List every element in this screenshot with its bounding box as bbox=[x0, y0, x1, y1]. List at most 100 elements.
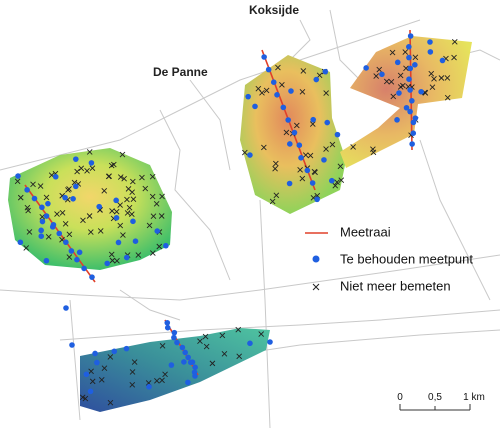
removed-point bbox=[43, 194, 50, 201]
kept-point bbox=[146, 383, 152, 390]
removed-point bbox=[17, 194, 24, 201]
legend-dot bbox=[312, 255, 320, 263]
removed-point bbox=[323, 146, 329, 152]
removed-point bbox=[129, 189, 135, 196]
removed-point bbox=[323, 90, 329, 96]
removed-point bbox=[129, 381, 136, 388]
removed-point bbox=[258, 331, 265, 337]
removed-point bbox=[263, 87, 270, 94]
kept-point bbox=[406, 44, 412, 50]
kept-point bbox=[291, 129, 298, 136]
kept-point bbox=[81, 265, 87, 272]
removed-point bbox=[54, 211, 60, 217]
removed-point bbox=[126, 204, 133, 211]
kept-point bbox=[123, 254, 130, 261]
removed-point bbox=[376, 66, 383, 73]
removed-point bbox=[23, 245, 30, 251]
scale-bar: 0 0,5 1 km bbox=[397, 392, 485, 411]
kept-point bbox=[96, 203, 103, 210]
removed-point bbox=[275, 64, 281, 71]
kept-point bbox=[304, 167, 311, 174]
removed-point bbox=[261, 144, 267, 151]
removed-point bbox=[397, 72, 404, 79]
kept-point bbox=[73, 156, 79, 162]
kept-point bbox=[310, 116, 317, 123]
removed-point bbox=[383, 78, 390, 85]
kept-point bbox=[287, 141, 293, 147]
removed-point bbox=[283, 129, 290, 136]
removed-point bbox=[110, 161, 117, 168]
kept-point bbox=[87, 388, 94, 395]
kept-point bbox=[410, 130, 417, 136]
kept-point bbox=[185, 354, 191, 361]
removed-point bbox=[444, 75, 451, 81]
kept-point bbox=[43, 213, 50, 219]
kept-point bbox=[39, 204, 45, 211]
kept-point bbox=[130, 218, 136, 225]
removed-point bbox=[124, 196, 130, 203]
kept-point bbox=[410, 119, 417, 126]
kept-point bbox=[94, 359, 100, 366]
kept-point bbox=[89, 274, 95, 280]
zone-east bbox=[340, 36, 472, 168]
removed-point bbox=[158, 213, 165, 219]
removed-point bbox=[451, 54, 457, 61]
removed-point bbox=[142, 185, 149, 192]
kept-point bbox=[115, 239, 122, 246]
kept-point bbox=[418, 88, 424, 95]
kept-point bbox=[123, 345, 130, 352]
removed-point bbox=[97, 228, 104, 234]
kept-point bbox=[309, 180, 316, 186]
kept-point bbox=[38, 227, 44, 234]
kept-point bbox=[394, 117, 400, 123]
kept-point bbox=[68, 248, 75, 254]
kept-point bbox=[45, 200, 51, 207]
removed-point bbox=[300, 68, 307, 74]
kept-point bbox=[164, 324, 171, 331]
removed-point bbox=[149, 173, 156, 180]
place-label: De Panne bbox=[153, 65, 208, 79]
kept-point bbox=[427, 39, 433, 45]
kept-point bbox=[187, 359, 194, 366]
removed-point bbox=[302, 152, 309, 158]
removed-point bbox=[119, 151, 126, 158]
removed-point bbox=[149, 193, 156, 200]
kept-point bbox=[92, 350, 98, 357]
removed-point bbox=[297, 166, 303, 173]
removed-point bbox=[121, 175, 127, 182]
kept-point bbox=[394, 59, 401, 66]
kept-point bbox=[56, 230, 63, 237]
removed-point bbox=[219, 332, 226, 339]
kept-point bbox=[406, 76, 412, 82]
kept-point bbox=[39, 218, 46, 225]
removed-point bbox=[62, 221, 69, 227]
kept-point bbox=[17, 239, 24, 246]
removed-point bbox=[159, 193, 165, 200]
removed-point bbox=[236, 353, 243, 360]
removed-point bbox=[108, 251, 115, 258]
kept-point bbox=[52, 173, 59, 180]
kept-point bbox=[363, 65, 369, 71]
removed-point bbox=[429, 84, 436, 91]
removed-point bbox=[66, 254, 73, 260]
kept-point bbox=[70, 196, 76, 202]
kept-point bbox=[247, 340, 253, 347]
removed-point bbox=[438, 75, 445, 81]
kept-point bbox=[63, 239, 69, 246]
kept-point bbox=[83, 371, 90, 378]
removed-point bbox=[332, 182, 339, 189]
kept-point bbox=[74, 256, 80, 263]
removed-point bbox=[139, 174, 145, 181]
points bbox=[14, 33, 458, 406]
kept-point bbox=[171, 329, 178, 336]
kept-point bbox=[132, 238, 139, 244]
kept-point bbox=[409, 98, 415, 104]
removed-point bbox=[412, 54, 419, 61]
removed-point bbox=[388, 79, 395, 85]
kept-point bbox=[154, 228, 161, 234]
removed-point bbox=[162, 371, 168, 378]
removed-point bbox=[299, 175, 306, 182]
removed-point bbox=[390, 93, 397, 100]
removed-point bbox=[114, 257, 120, 264]
removed-point bbox=[221, 350, 228, 357]
